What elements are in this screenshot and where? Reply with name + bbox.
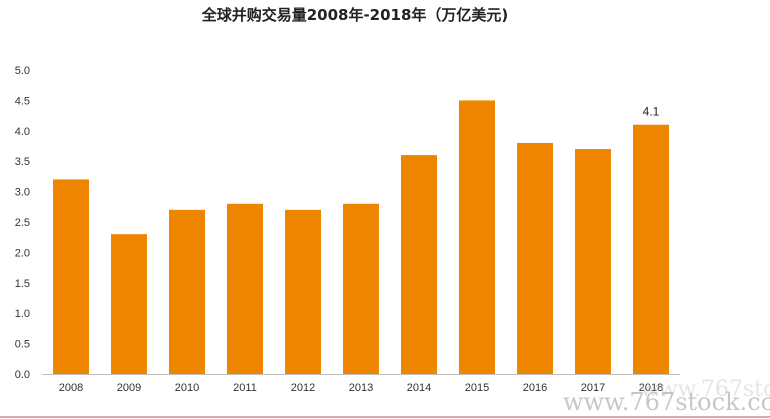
x-tick-label: 2016: [523, 382, 547, 394]
bar: [111, 234, 147, 374]
y-tick-label: 5.0: [15, 65, 30, 77]
data-label: 4.1: [643, 105, 660, 119]
y-tick-label: 3.0: [15, 187, 30, 199]
y-tick-label: 0.0: [15, 369, 30, 381]
y-tick-label: 0.5: [15, 339, 30, 351]
bar: [285, 209, 321, 374]
x-tick-label: 2008: [59, 382, 83, 394]
y-tick-label: 4.0: [15, 126, 30, 138]
y-axis-ticks: 0.0 0.5 1.0 1.5 2.0 2.5 3.0 3.5 4.0 4.5 5.0: [15, 65, 30, 381]
watermark-text-partial: www.767stoc: [640, 377, 770, 402]
bar: [633, 124, 669, 374]
bar: [459, 100, 495, 375]
bar: [517, 142, 553, 374]
y-tick-label: 4.5: [15, 95, 30, 107]
bars: [53, 100, 669, 375]
y-tick-label: 1.0: [15, 308, 30, 320]
data-labels: 4.1: [643, 105, 660, 119]
bar: [227, 203, 263, 374]
y-tick-label: 3.5: [15, 156, 30, 168]
x-tick-label: 2017: [581, 382, 605, 394]
x-tick-label: 2018: [639, 382, 663, 394]
x-tick-label: 2015: [465, 382, 489, 394]
y-tick-label: 1.5: [15, 278, 30, 290]
y-tick-label: 2.0: [15, 247, 30, 259]
x-tick-label: 2013: [349, 382, 373, 394]
bar: [343, 203, 379, 374]
x-tick-label: 2011: [233, 382, 257, 394]
y-tick-label: 2.5: [15, 217, 30, 229]
x-tick-label: 2009: [117, 382, 141, 394]
x-axis-ticks: 2008 2009 2010 2011 2012 2013 2014 2015 2016 2017…: [59, 382, 663, 394]
bar: [53, 179, 89, 374]
bar: [169, 209, 205, 374]
bar: [575, 149, 611, 374]
watermark-text: www.767stock.com: [563, 388, 770, 416]
bar: [401, 155, 437, 374]
x-tick-label: 2012: [291, 382, 315, 394]
chart-title: 全球并购交易量2008年-2018年（万亿美元): [201, 6, 509, 24]
x-tick-label: 2010: [175, 382, 199, 394]
x-tick-label: 2014: [407, 382, 431, 394]
